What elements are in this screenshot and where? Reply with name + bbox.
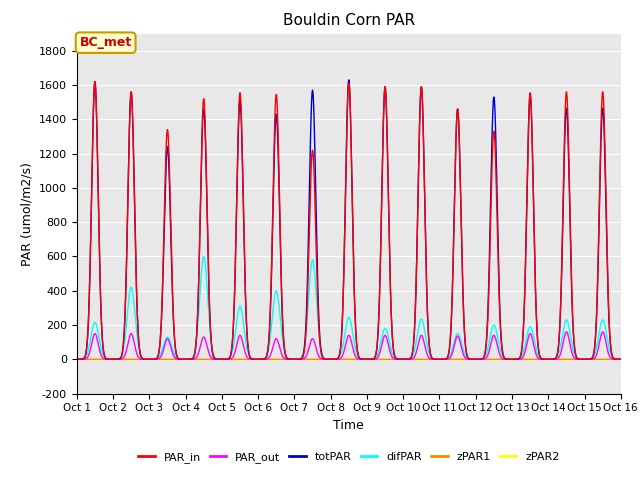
Text: BC_met: BC_met <box>79 36 132 49</box>
Legend: PAR_in, PAR_out, totPAR, difPAR, zPAR1, zPAR2: PAR_in, PAR_out, totPAR, difPAR, zPAR1, … <box>134 447 564 467</box>
Title: Bouldin Corn PAR: Bouldin Corn PAR <box>283 13 415 28</box>
Y-axis label: PAR (umol/m2/s): PAR (umol/m2/s) <box>20 162 33 265</box>
X-axis label: Time: Time <box>333 419 364 432</box>
